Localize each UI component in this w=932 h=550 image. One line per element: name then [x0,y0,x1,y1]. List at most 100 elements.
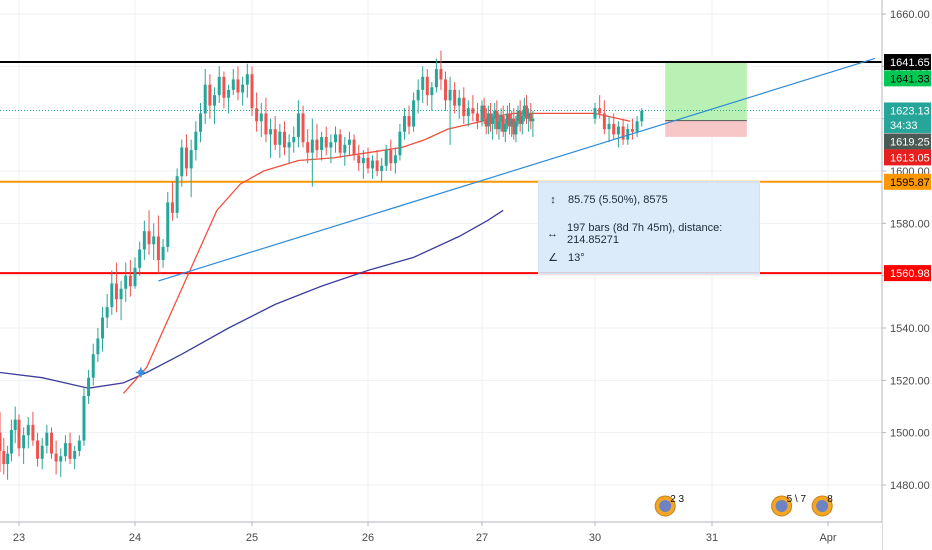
candle-body [457,97,461,106]
price-tag[interactable]: 1560.98 [884,265,931,282]
price-tag[interactable]: 1641.65 [884,54,931,71]
candle [361,150,365,179]
candle-body [640,110,644,122]
candle-body [366,157,370,169]
candle-body [105,307,109,318]
candle [227,84,231,114]
candle [329,134,333,164]
candle-body [329,142,333,148]
candle-body [13,419,17,431]
candle-body [491,118,495,124]
candle [63,435,67,462]
candle-body [495,110,499,130]
price-tag-bg[interactable] [884,54,931,71]
candle [635,116,639,137]
event-badge[interactable]: 5 \ 7 [771,494,807,517]
candles [0,50,644,480]
candle [36,432,40,467]
candle [371,155,375,179]
price-tag-label: 34:33 [890,120,918,132]
candle-body [213,95,217,106]
candle [512,108,516,140]
price-tag[interactable]: 34:33 [884,116,931,133]
candle [453,82,457,114]
price-tag-bg[interactable] [884,149,931,166]
candle-body [296,113,300,137]
candle-body [128,275,132,287]
candle-body [621,126,625,140]
profit-zone[interactable] [665,62,747,121]
candle [488,102,492,132]
candle-body [616,126,620,135]
candle [343,136,347,166]
candle-body [222,76,226,98]
price-axis[interactable]: 1660.001640.001620.001600.001580.001560.… [881,0,932,550]
event-badge[interactable]: 2 3 [654,494,685,517]
candle-body [184,147,188,169]
candle [292,126,296,153]
price-tag[interactable]: 1613.05 [884,149,931,166]
candle-body [96,338,100,355]
candle-body [231,79,235,90]
candle-body [393,155,397,164]
price-tag-bg[interactable] [884,265,931,282]
long-position-box[interactable] [665,62,747,137]
time-tick-label: 26 [362,532,374,544]
price-tag[interactable]: 1619.25 [884,133,931,150]
price-tag-bg[interactable] [884,70,931,87]
candle-body [501,116,505,132]
candle [91,343,95,386]
price-tag-bg[interactable] [884,102,931,119]
candle [471,95,475,122]
candle-body [347,139,351,145]
marker [135,367,146,378]
candle [231,68,235,96]
trendline-line[interactable] [158,57,876,282]
candle-body [147,231,151,245]
candle-body [54,453,58,462]
bars-range-row: ↔ 197 bars (8d 7h 45m), distance: 214.85… [547,222,759,246]
candle-body [287,142,291,148]
price-tag[interactable]: 1641.33 [884,70,931,87]
angle-text: 13° [568,252,585,264]
event-badge[interactable]: 8 [811,494,833,517]
price-tag-bg[interactable] [884,173,931,190]
candle [626,123,630,145]
candle [324,126,328,156]
loss-zone[interactable] [665,120,747,137]
candle [522,97,526,122]
price-tag-bg[interactable] [884,133,931,150]
candle [45,424,49,454]
candle-body [493,110,497,119]
candle [194,121,198,161]
candle [444,71,448,111]
candle [22,427,26,465]
candle-body [320,136,324,151]
candle-body [497,121,501,130]
candle-body [9,430,13,454]
time-axis[interactable]: 23 24 25 26 27 30 31 Apr [0,521,882,550]
candle [222,71,226,109]
candle-body [87,377,91,397]
price-tag[interactable]: 1623.13 [884,102,931,119]
candle [128,259,132,297]
candle [480,100,484,127]
candle-body [264,113,268,135]
trendline[interactable] [158,57,876,282]
candle-body [522,105,526,117]
price-tag-bg[interactable] [884,116,931,133]
price-tag[interactable]: 1595.87 [884,173,931,190]
candle-body [282,131,286,148]
event-badge-label: 5 \ 7 [787,494,807,505]
candle-body [612,123,616,135]
candle-body [510,118,514,127]
event-badges[interactable]: 2 3 5 \ 7 8 [654,494,833,517]
flag-icon [659,500,672,512]
candle-body [529,113,533,122]
candle-body [49,432,53,454]
bars-range-icon: ↔ [547,228,558,240]
candle-body [194,131,198,151]
event-badge-label: 8 [827,494,833,505]
candle-body [514,121,518,135]
